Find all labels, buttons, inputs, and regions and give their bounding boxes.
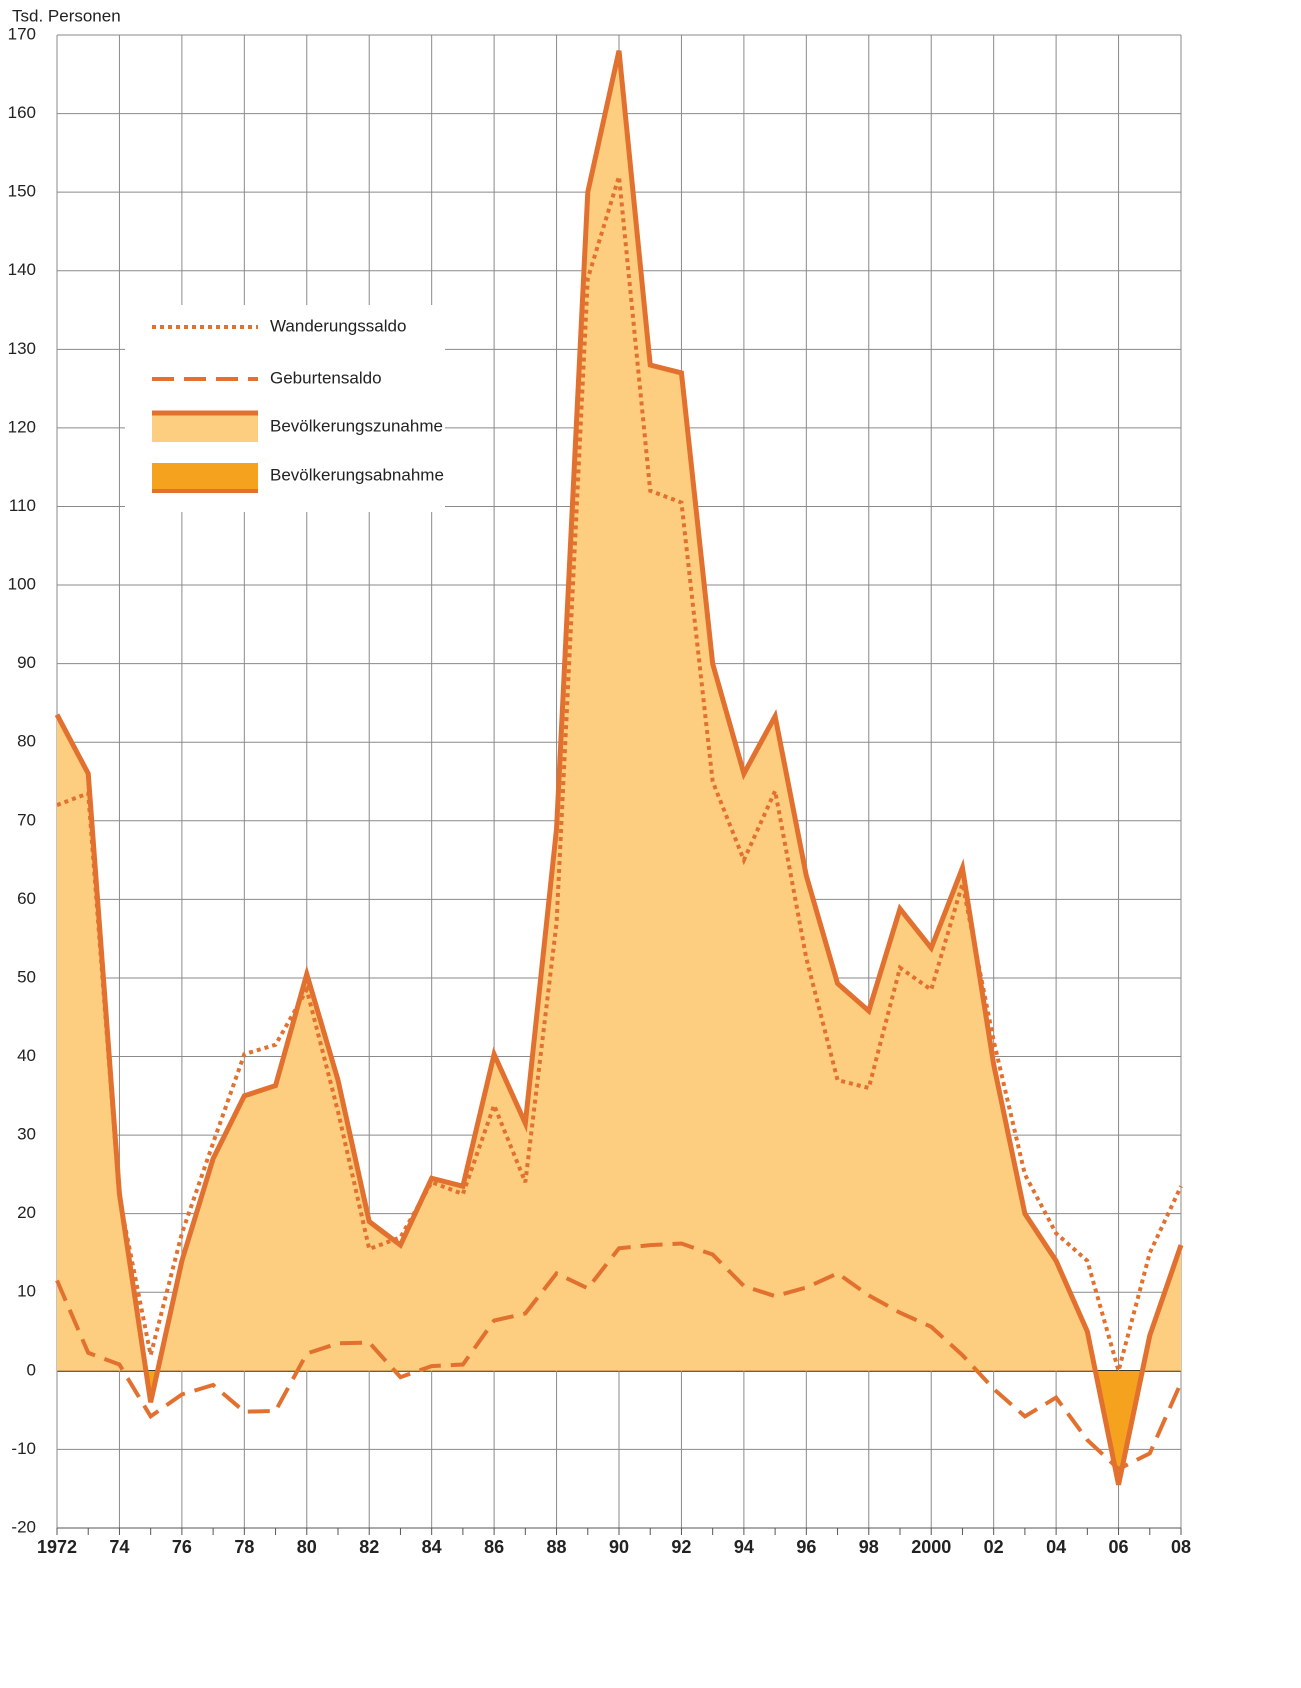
y-tick-label: 50 <box>17 967 36 986</box>
y-tick-label: 150 <box>8 182 36 201</box>
x-tick-label: 98 <box>859 1537 879 1557</box>
y-tick-label: 0 <box>27 1360 36 1379</box>
legend-swatch <box>152 463 258 492</box>
x-tick-label: 84 <box>422 1537 442 1557</box>
x-tick-label: 92 <box>671 1537 691 1557</box>
y-tick-label: 130 <box>8 339 36 358</box>
area-positive <box>57 50 1181 1371</box>
legend: Wanderungssaldo Geburtensaldo Bevölkerungs… <box>125 305 445 512</box>
x-tick-label: 80 <box>297 1537 317 1557</box>
legend-label: Wanderungssaldo <box>270 316 406 335</box>
x-tick-label: 74 <box>109 1537 129 1557</box>
x-tick-label: 86 <box>484 1537 504 1557</box>
y-tick-label: 90 <box>17 653 36 672</box>
y-tick-label: 70 <box>17 810 36 829</box>
y-tick-label: 60 <box>17 889 36 908</box>
y-tick-label: 10 <box>17 1282 36 1301</box>
line <box>56 175 1183 1379</box>
y-axis-label: Tsd. Personen <box>12 6 121 25</box>
y-tick-label: -10 <box>11 1439 36 1458</box>
legend-label: Bevölkerungsabnahme <box>270 465 444 484</box>
legend-label: Bevölkerungszunahme <box>270 416 443 435</box>
legend-label: Geburtensaldo <box>270 368 382 387</box>
x-tick-label: 02 <box>984 1537 1004 1557</box>
x-tick-label: 88 <box>547 1537 567 1557</box>
y-tick-label: -20 <box>11 1517 36 1536</box>
x-tick-label: 06 <box>1109 1537 1129 1557</box>
line <box>54 50 1184 1486</box>
x-tick-label: 78 <box>234 1537 254 1557</box>
x-tick-label: 76 <box>172 1537 192 1557</box>
y-tick-label: 110 <box>9 496 36 515</box>
y-tick-label: 140 <box>8 260 36 279</box>
y-tick-label: 100 <box>8 575 36 594</box>
x-tick-label: 90 <box>609 1537 629 1557</box>
x-tick-label: 04 <box>1046 1537 1066 1557</box>
x-tick-label: 94 <box>734 1537 754 1557</box>
x-tick-label: 96 <box>796 1537 816 1557</box>
y-tick-label: 30 <box>17 1125 36 1144</box>
x-tick-label: 82 <box>359 1537 379 1557</box>
y-tick-label: 120 <box>8 417 36 436</box>
x-tick-label: 08 <box>1171 1537 1191 1557</box>
y-tick-label: 80 <box>17 732 36 751</box>
y-tick-label: 40 <box>17 1046 36 1065</box>
y-tick-label: 160 <box>8 103 36 122</box>
legend-swatch <box>152 413 258 442</box>
x-tick-label: 2000 <box>911 1537 951 1557</box>
x-tick-label: 1972 <box>37 1537 77 1557</box>
line <box>55 1241 1183 1472</box>
y-tick-label: 20 <box>17 1203 36 1222</box>
y-tick-label: 170 <box>8 24 36 43</box>
